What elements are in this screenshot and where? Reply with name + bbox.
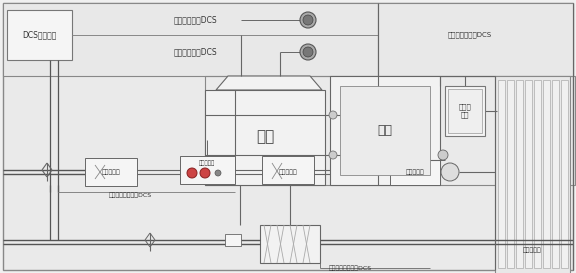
Bar — [516, 80, 523, 268]
Text: DCS控制系统: DCS控制系统 — [22, 31, 56, 40]
Circle shape — [215, 170, 221, 176]
Polygon shape — [216, 76, 322, 90]
Text: 出酒温度信号进入DCS: 出酒温度信号进入DCS — [328, 265, 372, 271]
Bar — [205, 76, 575, 185]
Circle shape — [300, 12, 316, 28]
Circle shape — [329, 111, 337, 119]
Text: 自动调节阀: 自动调节阀 — [101, 169, 120, 175]
Text: 压力变送器: 压力变送器 — [199, 160, 215, 166]
Bar — [3, 3, 378, 76]
Text: 温度信号进入DCS: 温度信号进入DCS — [173, 48, 217, 57]
Bar — [543, 80, 550, 268]
Circle shape — [303, 47, 313, 57]
Bar — [498, 80, 505, 268]
Circle shape — [303, 15, 313, 25]
Bar — [534, 80, 541, 268]
Bar — [378, 3, 573, 76]
Circle shape — [441, 163, 459, 181]
Circle shape — [329, 151, 337, 159]
Bar — [340, 86, 430, 175]
Text: 酒精度
测定: 酒精度 测定 — [458, 104, 471, 118]
Text: 冷凝: 冷凝 — [377, 123, 392, 136]
Text: 自动调节阀: 自动调节阀 — [279, 169, 297, 175]
Bar — [495, 76, 570, 273]
Bar — [561, 80, 568, 268]
Circle shape — [200, 168, 210, 178]
Text: 酒精度信号进入DCS: 酒精度信号进入DCS — [448, 32, 492, 38]
Text: 蒸汽压力信号进入DCS: 蒸汽压力信号进入DCS — [108, 192, 151, 198]
Bar — [552, 80, 559, 268]
Bar — [445, 86, 485, 136]
Circle shape — [438, 150, 448, 160]
Bar — [85, 158, 137, 186]
Bar — [390, 160, 440, 185]
Bar — [260, 225, 320, 263]
Circle shape — [187, 168, 197, 178]
Bar — [180, 156, 235, 184]
Bar — [448, 89, 482, 133]
Text: 压力信号进入DCS: 压力信号进入DCS — [173, 16, 217, 25]
Text: 自动调节阀: 自动调节阀 — [522, 247, 541, 253]
Bar — [225, 234, 241, 246]
Bar — [330, 76, 440, 185]
Bar — [262, 156, 314, 184]
Bar — [7, 10, 72, 60]
Bar — [205, 90, 325, 185]
Text: 温度变送器: 温度变送器 — [406, 169, 425, 175]
Bar — [525, 80, 532, 268]
Circle shape — [300, 44, 316, 60]
Text: 粮甑: 粮甑 — [256, 129, 274, 144]
Bar — [507, 80, 514, 268]
